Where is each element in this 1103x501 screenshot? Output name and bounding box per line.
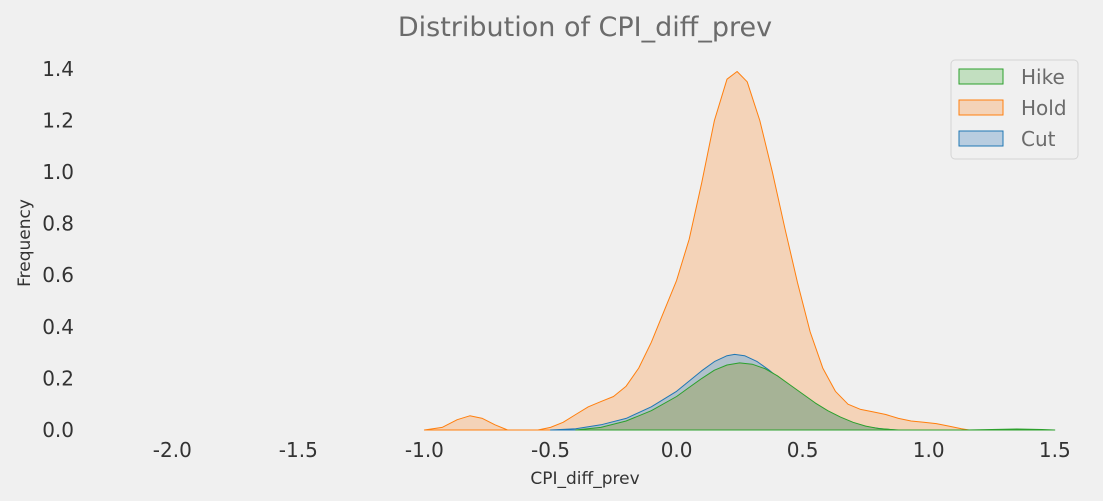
series-area-hold bbox=[423, 71, 970, 431]
legend-label-hike: Hike bbox=[1021, 65, 1065, 89]
y-tick-label: 1.0 bbox=[42, 160, 74, 184]
y-tick-label: 0.4 bbox=[42, 315, 74, 339]
legend-swatch-hold bbox=[958, 99, 1004, 116]
y-tick-label: 0.8 bbox=[42, 212, 74, 236]
y-axis-ticks: 0.0 0.2 0.4 0.6 0.8 1.0 1.2 1.4 bbox=[42, 57, 74, 442]
x-axis-ticks: -2.0 -1.5 -1.0 -0.5 0.0 0.5 1.0 1.5 bbox=[153, 438, 1071, 462]
y-tick-label: 1.4 bbox=[42, 57, 74, 81]
legend-swatch-cut bbox=[958, 130, 1004, 147]
chart-title: Distribution of CPI_diff_prev bbox=[398, 12, 772, 43]
y-axis-label: Frequency bbox=[15, 199, 35, 287]
y-tick-label: 0.0 bbox=[42, 418, 74, 442]
series-area-hike bbox=[575, 362, 1056, 431]
y-tick-label: 1.2 bbox=[42, 109, 74, 133]
y-tick-label: 0.6 bbox=[42, 263, 74, 287]
x-tick-label: -0.5 bbox=[531, 438, 570, 462]
x-tick-label: -1.5 bbox=[279, 438, 318, 462]
legend-label-cut: Cut bbox=[1021, 127, 1056, 151]
x-tick-label: -1.0 bbox=[405, 438, 444, 462]
x-tick-label: 1.5 bbox=[1039, 438, 1071, 462]
x-axis-label: CPI_diff_prev bbox=[530, 469, 639, 489]
legend: Hike Hold Cut bbox=[950, 59, 1079, 160]
x-tick-label: 1.0 bbox=[913, 438, 945, 462]
legend-label-hold: Hold bbox=[1021, 96, 1067, 120]
x-tick-label: 0.5 bbox=[787, 438, 819, 462]
y-tick-label: 0.2 bbox=[42, 366, 74, 390]
x-tick-label: -2.0 bbox=[153, 438, 192, 462]
x-tick-label: 0.0 bbox=[661, 438, 693, 462]
legend-swatch-hike bbox=[958, 68, 1004, 85]
series-layer bbox=[423, 71, 1056, 431]
